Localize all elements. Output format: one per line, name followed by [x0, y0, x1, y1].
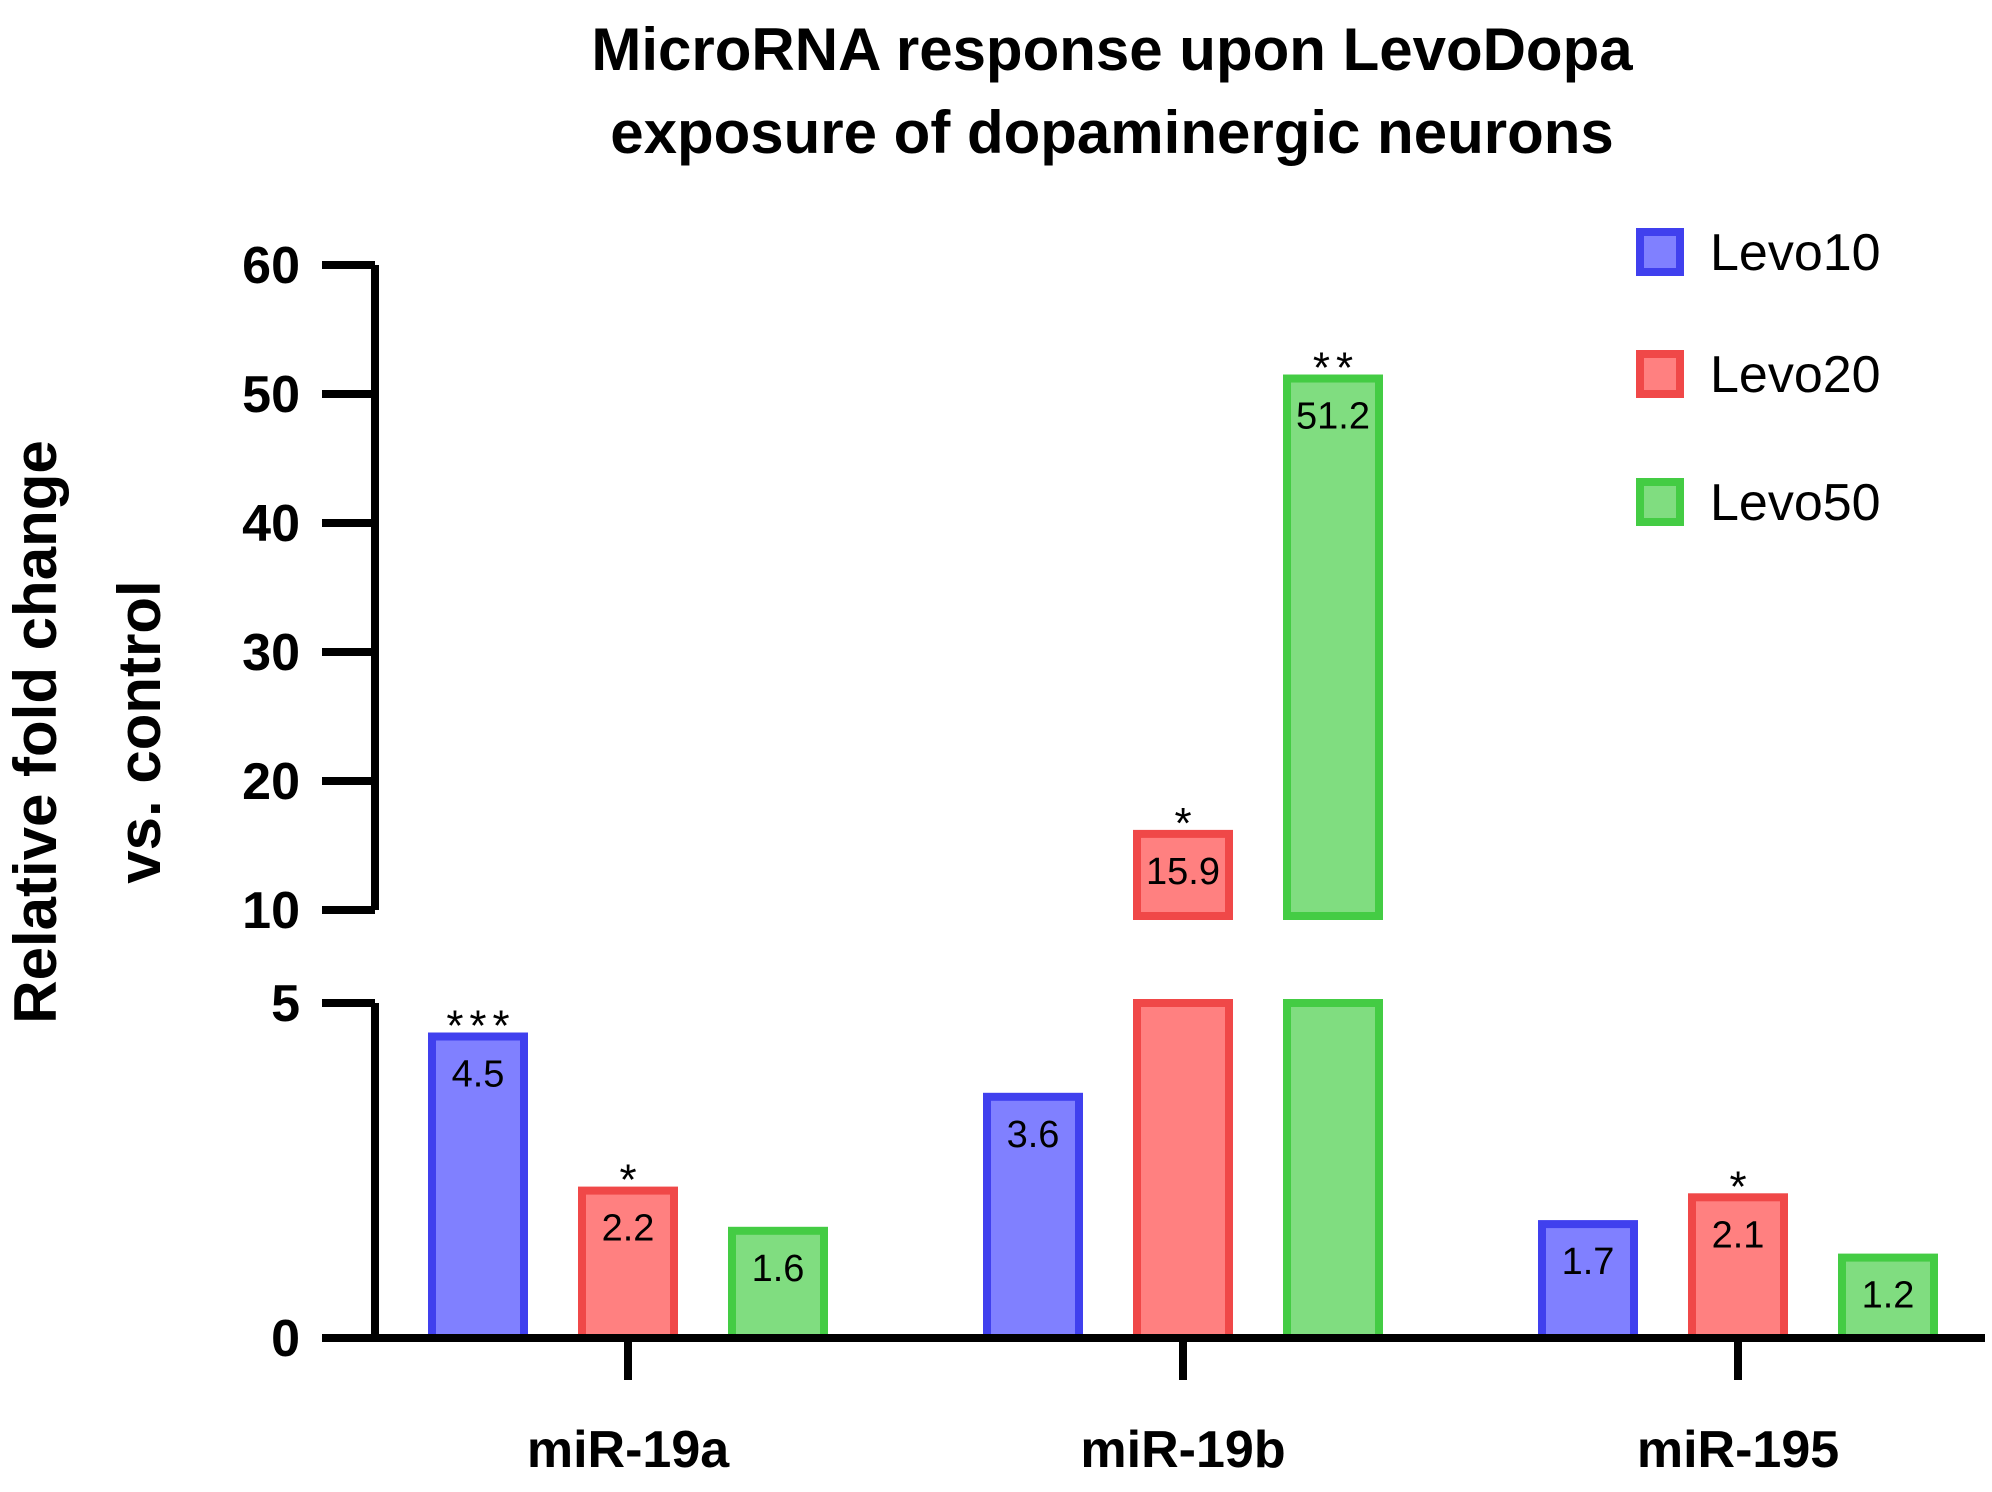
y-axis-label-line-1: Relative fold change: [2, 440, 69, 1023]
significance-marker: ***: [446, 1002, 515, 1051]
legend: Levo10 Levo20 Levo50: [1636, 224, 1881, 532]
legend-swatch-Levo50: [1636, 478, 1684, 526]
y-tick-label: 30: [242, 624, 300, 682]
y-tick-label: 20: [242, 753, 300, 811]
legend-label-Levo10: Levo10: [1710, 224, 1881, 282]
y-tick-label: 5: [271, 975, 300, 1033]
bar-Levo20-miR-19a: [578, 1186, 678, 1342]
x-tick-label: miR-19b: [1080, 1421, 1285, 1479]
legend-swatch-Levo10: [1636, 228, 1684, 276]
x-tick-label: miR-195: [1637, 1421, 1839, 1479]
y-tick-label: 10: [242, 882, 300, 940]
chart-title-line-1: MicroRNA response upon LevoDopa: [591, 16, 1633, 83]
x-tick-label: miR-19a: [527, 1421, 730, 1479]
y-tick-label: 0: [271, 1310, 300, 1368]
data-label: 4.5: [452, 1054, 505, 1096]
legend-label-Levo20: Levo20: [1710, 346, 1881, 404]
significance-marker: *: [1729, 1162, 1752, 1211]
significance-marker: *: [1174, 799, 1197, 848]
significance-marker: *: [619, 1156, 642, 1205]
legend-swatch-Levo20: [1636, 350, 1684, 398]
data-label: 1.6: [752, 1248, 805, 1290]
data-label: 2.1: [1712, 1214, 1765, 1256]
bar-upper-segment-Levo50-miR-19b: [1283, 374, 1383, 920]
significance-marker: **: [1313, 344, 1359, 393]
bar-Levo50-miR-195: [1838, 1253, 1938, 1342]
data-label: 51.2: [1296, 396, 1370, 438]
data-label: 2.2: [602, 1208, 655, 1250]
legend-label-Levo50: Levo50: [1710, 474, 1881, 532]
data-label: 1.7: [1562, 1241, 1615, 1283]
bars-layer: 4.5***3.61.72.2*15.9*2.1*1.651.2**1.2: [428, 344, 1938, 1343]
data-label: 3.6: [1007, 1114, 1060, 1156]
axes-layer: 10 20 30 40 50 60 0 5 miR-19a miR-19b miR-195: [242, 237, 1985, 1479]
bar-upper-segment-Levo20-miR-19b: [1133, 829, 1233, 921]
bar-lower-segment-Levo50-miR-19b: [1283, 999, 1383, 1342]
y-tick-label: 40: [242, 495, 300, 553]
bar-Levo20-miR-195: [1688, 1193, 1788, 1343]
y-tick-label: 50: [242, 366, 300, 424]
chart-title-line-2: exposure of dopaminergic neurons: [610, 99, 1614, 166]
y-tick-label: 60: [242, 237, 300, 295]
data-label: 1.2: [1862, 1275, 1915, 1317]
y-axis-label-line-2: vs. control: [106, 580, 173, 883]
bar-lower-segment-Levo20-miR-19b: [1133, 999, 1233, 1342]
data-label: 15.9: [1146, 851, 1220, 893]
